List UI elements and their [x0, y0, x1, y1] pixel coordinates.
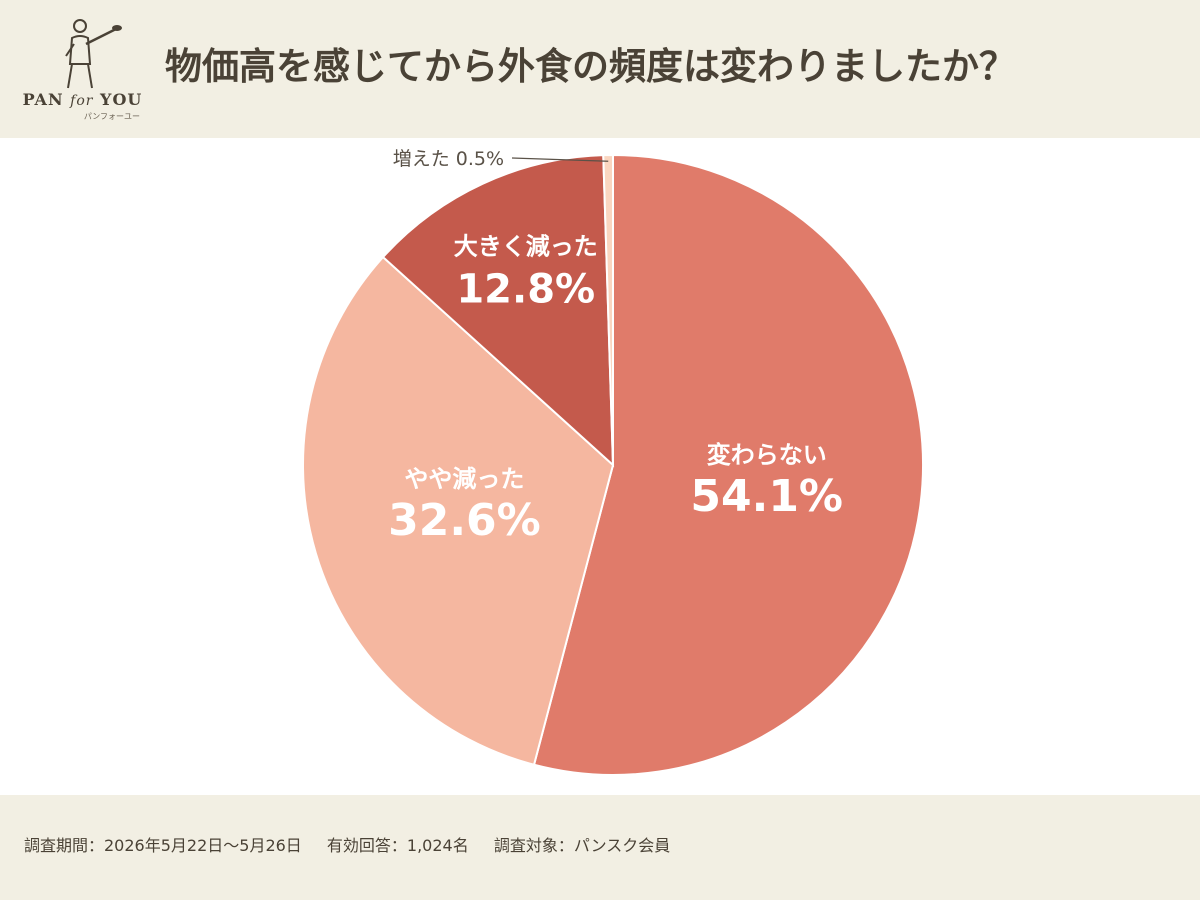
- header-bar: PAN for YOU パンフォーユー 物価高を感じてから外食の頻度は変わりまし…: [0, 0, 1200, 138]
- label-unchanged-name: 変わらない: [707, 441, 827, 469]
- slice-increased: [602, 153, 614, 466]
- brand-logo: PAN for YOU パンフォーユー: [20, 16, 145, 126]
- baker-with-peel-icon: [65, 19, 122, 89]
- brand-name-kana: パンフォーユー: [83, 112, 140, 121]
- label-increased-leader-line: [511, 157, 609, 162]
- survey-responses: 有効回答：1,024名: [326, 836, 469, 855]
- label-greatly-decreased-value: 12.8%: [456, 267, 595, 313]
- label-increased: 増えた 0.5%: [393, 148, 504, 170]
- slice-greatly-decreased: [381, 154, 615, 468]
- page-title: 物価高を感じてから外食の頻度は変わりましたか？: [165, 45, 1016, 88]
- footer-bar: 調査期間：2026年5月22日〜5月26日 有効回答：1,024名 調査対象：パ…: [0, 795, 1200, 900]
- survey-target: 調査対象：パンスク会員: [493, 836, 671, 855]
- label-slightly-decreased-value: 32.6%: [388, 495, 541, 546]
- survey-period: 調査期間：2026年5月22日〜5月26日: [24, 836, 302, 855]
- survey-info: 調査期間：2026年5月22日〜5月26日 有効回答：1,024名 調査対象：パ…: [24, 832, 690, 856]
- slice-unchanged: [532, 153, 924, 776]
- brand-name: PAN for YOU: [22, 90, 143, 109]
- label-unchanged-value: 54.1%: [690, 471, 843, 522]
- label-greatly-decreased-name: 大きく減った: [454, 233, 598, 261]
- label-slightly-decreased-name: やや減った: [404, 465, 524, 493]
- slice-slightly-decreased: [302, 255, 615, 766]
